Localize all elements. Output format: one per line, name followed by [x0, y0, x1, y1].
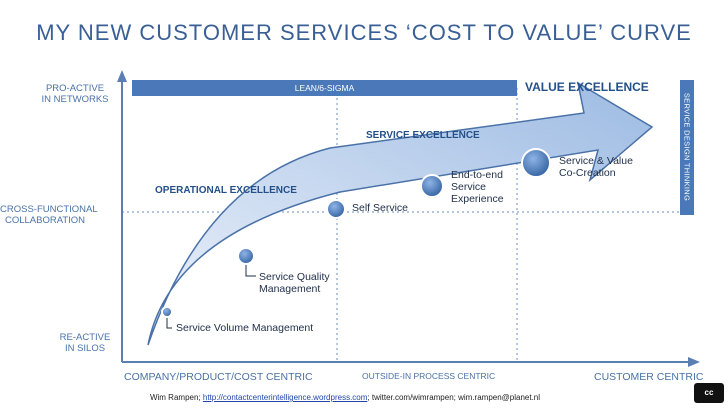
y-label-proactive: PRO-ACTIVE IN NETWORKS: [41, 83, 109, 105]
curve-points: [161, 148, 551, 318]
x-label-customer: CUSTOMER CENTRIC: [594, 371, 704, 383]
footer-author: Wim Rampen;: [149, 393, 203, 402]
cost-to-value-arrow: [147, 81, 654, 346]
footer-contact: ; twitter.com/wimrampen; wim.rampen@plan…: [367, 393, 541, 402]
point-cocreation: [521, 148, 551, 178]
leader-quality: [245, 265, 256, 277]
label-co-creation: Service & Value Co-Creation: [559, 155, 633, 179]
label-self-service: Self Service: [352, 202, 409, 214]
point-self-service: [326, 199, 346, 219]
y-label-cross-functional: CROSS-FUNCTIONAL COLLABORATION: [0, 204, 98, 226]
value-excellence-label: VALUE EXCELLENCE: [525, 80, 649, 94]
point-e2e: [420, 174, 444, 198]
point-volume: [161, 306, 173, 318]
lean-six-sigma-banner: LEAN/6-SIGMA: [132, 80, 517, 96]
service-design-thinking-label: SERVICE DESIGN THINKING: [682, 92, 692, 202]
point-quality: [237, 247, 255, 265]
x-label-outside-in: OUTSIDE-IN PROCESS CENTRIC: [362, 371, 496, 381]
y-label-reactive: RE-ACTIVE IN SILOS: [59, 332, 111, 354]
axes: [117, 70, 700, 367]
leader-volume: [166, 316, 172, 329]
page-title: MY NEW CUSTOMER SERVICES ‘COST TO VALUE’…: [36, 20, 692, 45]
creative-commons-badge[interactable]: cc: [694, 383, 724, 403]
label-service-quality: Service Quality Management: [259, 271, 330, 295]
zone-operational-excellence: OPERATIONAL EXCELLENCE: [155, 185, 297, 196]
footer-credits: Wim Rampen; http://contactcenterintellig…: [0, 393, 690, 402]
label-service-volume: Service Volume Management: [176, 322, 314, 334]
label-end-to-end: End-to-end Service Experience: [451, 169, 504, 205]
footer-blog-link[interactable]: http://contactcenterintelligence.wordpre…: [202, 393, 368, 402]
y-axis-arrowhead: [117, 70, 127, 82]
x-label-company: COMPANY/PRODUCT/COST CENTRIC: [124, 371, 313, 383]
zone-service-excellence: SERVICE EXCELLENCE: [366, 130, 480, 141]
service-design-thinking-bar: SERVICE DESIGN THINKING: [680, 80, 694, 215]
x-axis-arrowhead: [688, 357, 700, 367]
leader-lines: [166, 265, 256, 329]
